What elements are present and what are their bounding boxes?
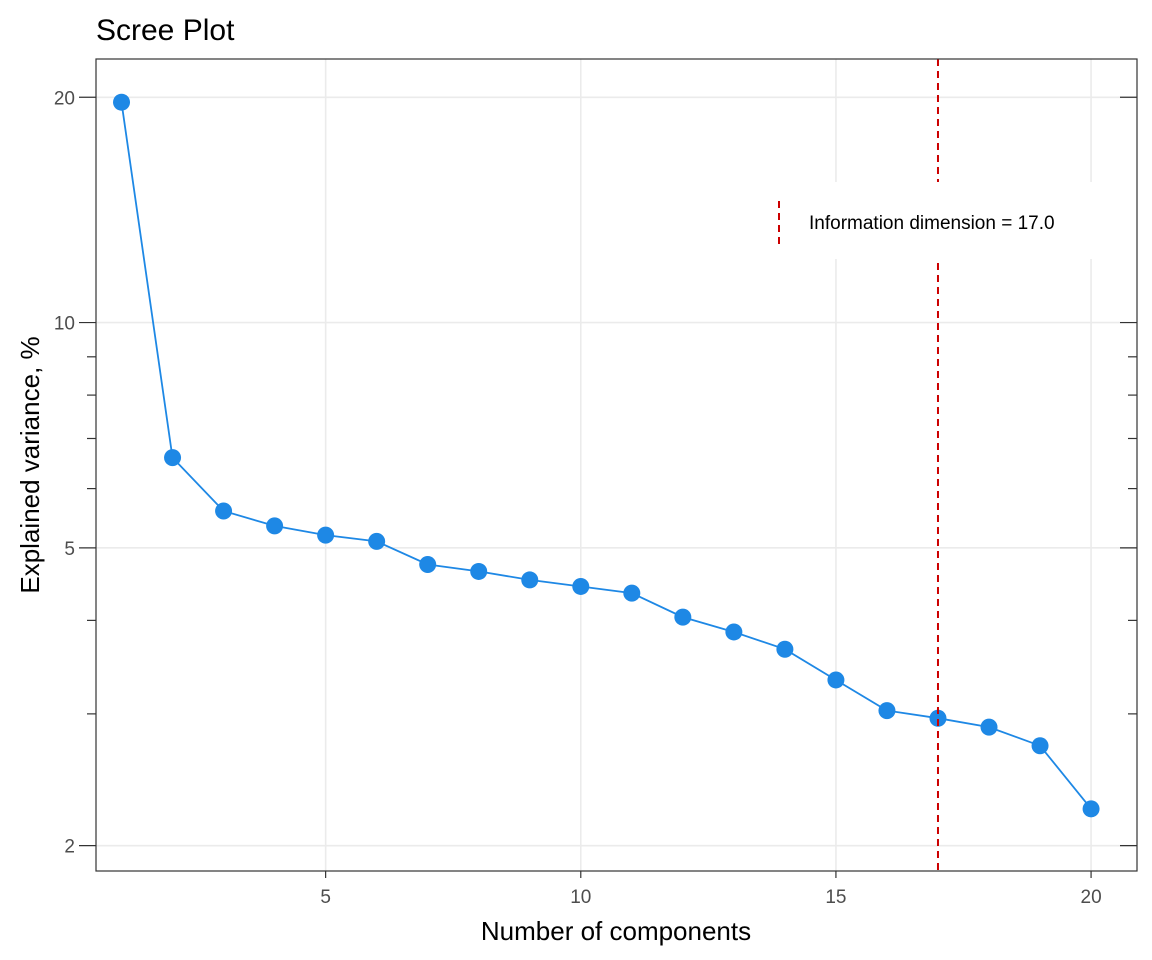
y-tick-label: 20 <box>54 88 75 109</box>
x-tick-label: 15 <box>825 887 846 908</box>
x-axis-title: Number of components <box>481 916 751 946</box>
x-tick-label: 5 <box>320 887 331 908</box>
data-point <box>1031 737 1049 755</box>
data-point <box>929 709 947 727</box>
legend-background <box>763 182 1093 259</box>
data-point <box>419 556 437 574</box>
data-point <box>725 623 743 641</box>
x-tick-label: 20 <box>1081 887 1102 908</box>
y-tick-label: 2 <box>64 837 75 858</box>
y-tick-label: 5 <box>64 539 75 560</box>
series-layer <box>113 93 1100 818</box>
data-point <box>215 502 233 520</box>
panel-border <box>95 58 1138 872</box>
x-tick-label: 10 <box>570 887 591 908</box>
data-point <box>674 608 692 626</box>
data-point <box>776 640 794 658</box>
data-point <box>113 93 131 111</box>
data-point <box>266 517 284 535</box>
data-point <box>1082 800 1100 818</box>
y-axis-title: Explained variance, % <box>15 336 45 593</box>
y-tick-label: 10 <box>54 314 75 335</box>
grid <box>96 59 1137 871</box>
data-point <box>317 526 335 544</box>
data-point <box>980 718 998 736</box>
data-point <box>470 562 488 580</box>
data-point <box>878 702 896 720</box>
series-line <box>120 102 1092 810</box>
chart-title: Scree Plot <box>96 14 235 47</box>
data-point <box>521 571 539 589</box>
legend: Information dimension = 17.0 <box>763 182 1093 259</box>
data-point <box>164 449 182 467</box>
data-point <box>572 577 590 595</box>
legend-label: Information dimension = 17.0 <box>809 213 1055 234</box>
data-point <box>623 584 641 602</box>
data-point <box>827 671 845 689</box>
data-point <box>368 532 386 550</box>
